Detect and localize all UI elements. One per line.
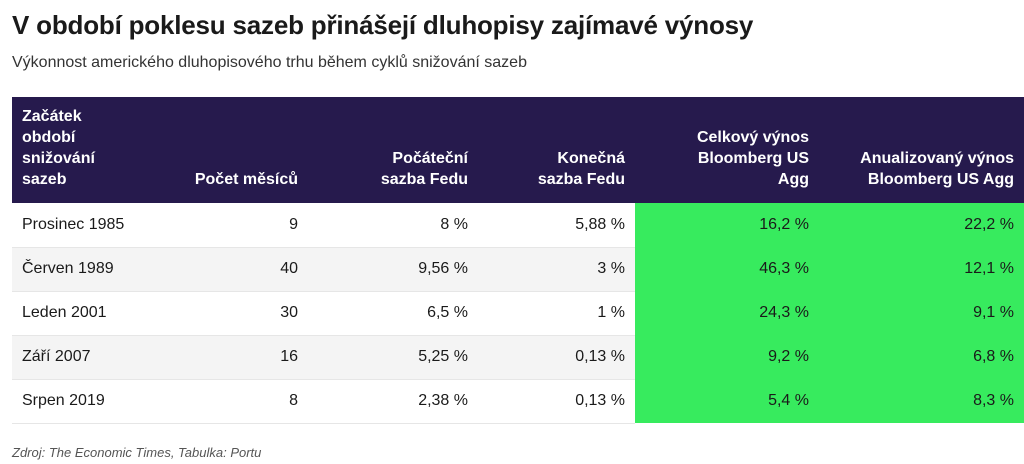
table-header-row: Začátek období snižování sazeb Počet měs…: [12, 97, 1024, 203]
cell-total-return: 24,3 %: [635, 291, 819, 335]
cell-final-rate: 0,13 %: [478, 379, 635, 424]
cell-initial-rate: 9,56 %: [308, 247, 478, 292]
cell-final-rate: 1 %: [478, 291, 635, 336]
cell-start: Červen 1989: [12, 247, 160, 292]
column-header-total-return: Celkový výnos Bloomberg US Agg: [696, 129, 809, 188]
table-row: Leden 2001 30 6,5 % 1 % 24,3 % 9,1 %: [12, 291, 1024, 336]
cell-initial-rate: 5,25 %: [308, 335, 478, 380]
column-header-annualized-return: Anualizovaný výnos Bloomberg US Agg: [860, 150, 1014, 188]
cell-final-rate: 0,13 %: [478, 335, 635, 380]
page-title: V období poklesu sazeb přinášejí dluhopi…: [12, 10, 754, 40]
column-header-start: Začátek období snižování sazeb: [22, 108, 95, 188]
cell-initial-rate: 8 %: [308, 203, 478, 248]
cell-months: 16: [160, 335, 308, 380]
cell-start: Srpen 2019: [12, 379, 160, 424]
table-row: Září 2007 16 5,25 % 0,13 % 9,2 % 6,8 %: [12, 335, 1024, 380]
cell-start: Prosinec 1985: [12, 203, 160, 248]
column-header-initial-rate: Počáteční sazba Fedu: [380, 150, 468, 188]
cell-total-return: 9,2 %: [635, 335, 819, 379]
column-header-final-rate: Konečná sazba Fedu: [537, 150, 625, 188]
cell-initial-rate: 6,5 %: [308, 291, 478, 336]
table-row: Prosinec 1985 9 8 % 5,88 % 16,2 % 22,2 %: [12, 203, 1024, 248]
cell-start: Leden 2001: [12, 291, 160, 336]
cell-annualized-return: 9,1 %: [819, 291, 1024, 335]
table-row: Červen 1989 40 9,56 % 3 % 46,3 % 12,1 %: [12, 247, 1024, 292]
page-subtitle: Výkonnost amerického dluhopisového trhu …: [12, 54, 527, 71]
cell-total-return: 46,3 %: [635, 247, 819, 291]
cell-months: 9: [160, 203, 308, 248]
table-row: Srpen 2019 8 2,38 % 0,13 % 5,4 % 8,3 %: [12, 379, 1024, 424]
cell-start: Září 2007: [12, 335, 160, 380]
source-note: Zdroj: The Economic Times, Tabulka: Port…: [12, 445, 262, 460]
bond-returns-table: Začátek období snižování sazeb Počet měs…: [12, 97, 1024, 424]
cell-final-rate: 3 %: [478, 247, 635, 292]
cell-total-return: 16,2 %: [635, 203, 819, 247]
cell-initial-rate: 2,38 %: [308, 379, 478, 424]
cell-annualized-return: 12,1 %: [819, 247, 1024, 291]
cell-months: 8: [160, 379, 308, 424]
cell-months: 30: [160, 291, 308, 336]
cell-final-rate: 5,88 %: [478, 203, 635, 248]
cell-total-return: 5,4 %: [635, 379, 819, 423]
cell-months: 40: [160, 247, 308, 292]
cell-annualized-return: 22,2 %: [819, 203, 1024, 247]
column-header-months: Počet měsíců: [194, 171, 298, 188]
cell-annualized-return: 8,3 %: [819, 379, 1024, 423]
cell-annualized-return: 6,8 %: [819, 335, 1024, 379]
